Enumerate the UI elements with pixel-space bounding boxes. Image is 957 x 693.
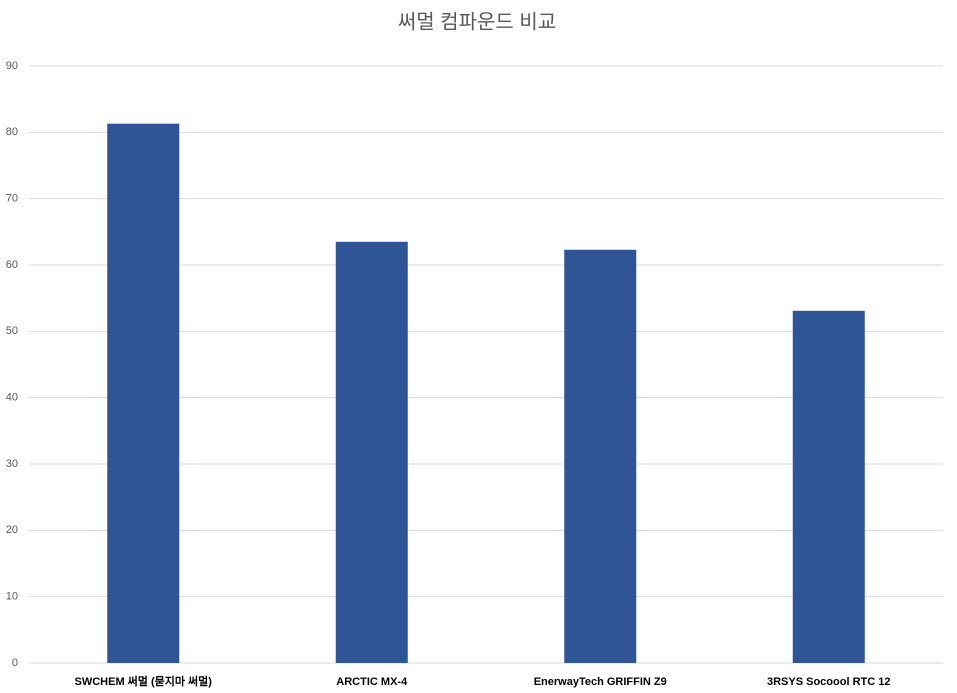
y-tick-label: 10 xyxy=(6,591,18,603)
y-tick-label: 20 xyxy=(6,524,18,536)
y-tick-label: 40 xyxy=(6,392,18,404)
y-tick-label: 90 xyxy=(6,60,18,72)
y-tick-label: 30 xyxy=(6,458,18,470)
bar xyxy=(107,123,180,663)
bar xyxy=(335,241,408,664)
y-tick-label: 70 xyxy=(6,193,18,205)
x-tick-label: SWCHEM 써멀 (묻지마 써멀) xyxy=(75,674,213,688)
x-tick-label: 3RSYS Socoool RTC 12 xyxy=(767,676,890,688)
y-tick-label: 0 xyxy=(12,657,18,669)
y-tick-label: 50 xyxy=(6,325,18,337)
chart-title: 써멀 컴파운드 비교 xyxy=(398,10,556,33)
x-tick-label: ARCTIC MX-4 xyxy=(336,676,408,688)
y-tick-label: 60 xyxy=(6,259,18,271)
x-tick-label: EnerwayTech GRIFFIN Z9 xyxy=(534,676,667,688)
bar xyxy=(564,249,637,663)
y-tick-label: 80 xyxy=(6,126,18,138)
bar xyxy=(792,310,865,663)
